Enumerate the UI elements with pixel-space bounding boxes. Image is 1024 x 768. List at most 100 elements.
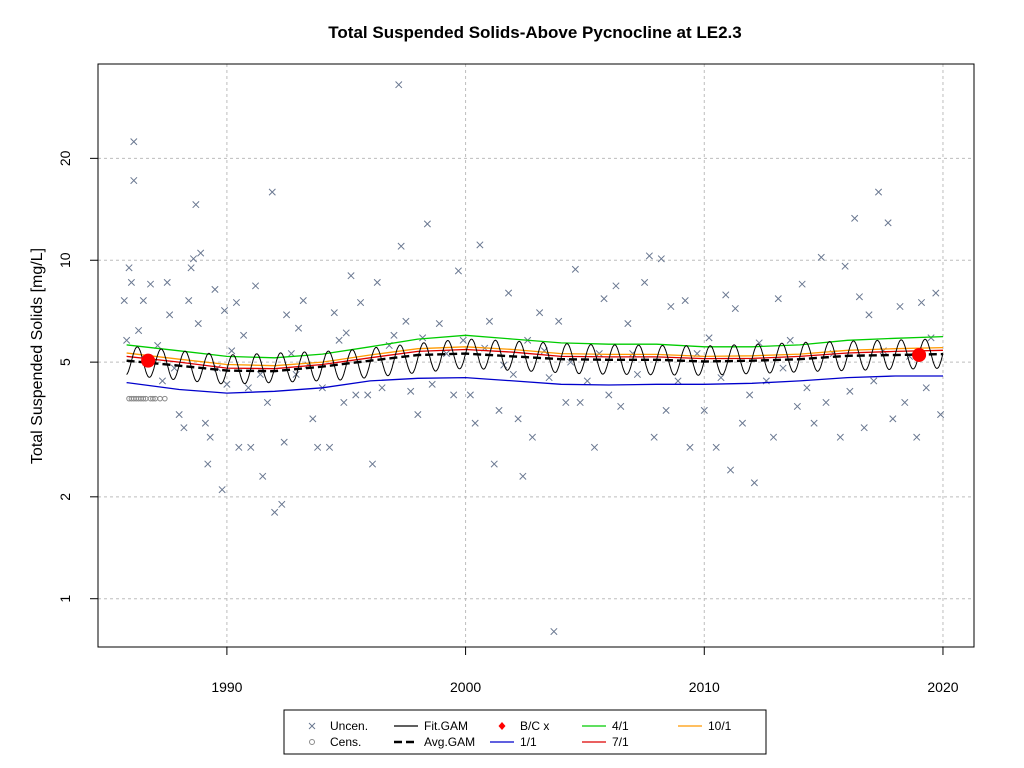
data-point-uncensored	[135, 326, 143, 335]
data-point-uncensored	[395, 81, 403, 89]
data-point-uncensored	[357, 298, 365, 307]
data-point-uncensored	[211, 285, 219, 293]
data-point-uncensored	[836, 433, 844, 441]
data-point-uncensored	[364, 391, 372, 399]
data-point-uncensored	[158, 377, 167, 385]
data-point-uncensored	[860, 424, 868, 432]
data-point-uncensored	[139, 297, 147, 305]
data-point-uncensored	[390, 331, 398, 339]
data-point-uncensored	[280, 438, 288, 446]
data-point-uncensored	[271, 508, 279, 516]
series-line-1-1	[126, 375, 943, 394]
data-point-uncensored	[514, 415, 522, 423]
legend-label: Cens.	[330, 735, 361, 749]
legend: Uncen. Cens. Fit.GAM Avg.GAM B/C x 1/1 4/1 7/1 1…	[283, 709, 767, 755]
data-point-uncensored	[726, 466, 735, 474]
data-point-censored	[140, 395, 147, 402]
legend-label: Avg.GAM	[424, 735, 475, 749]
trend-lines	[126, 334, 944, 394]
data-point-uncensored	[874, 188, 883, 196]
data-point-uncensored	[201, 419, 209, 427]
series-line-avg-gam	[126, 352, 944, 373]
data-point-uncensored	[798, 280, 806, 288]
data-point-uncensored	[865, 311, 873, 319]
data-point-uncensored	[490, 460, 498, 468]
data-point-uncensored	[712, 443, 720, 451]
plot-frame	[97, 63, 975, 648]
data-point-uncensored	[817, 253, 825, 261]
data-point-uncensored	[278, 500, 286, 508]
data-point-uncensored	[641, 278, 649, 286]
data-point-uncensored	[194, 320, 202, 328]
y-tick-label: 20	[57, 150, 73, 166]
data-point-uncensored	[263, 398, 272, 407]
data-point-uncensored	[746, 391, 754, 399]
data-point-uncensored	[166, 311, 174, 319]
data-point-uncensored	[528, 433, 536, 441]
data-point-uncensored	[259, 472, 267, 480]
data-point-uncensored	[550, 627, 558, 636]
data-point-uncensored	[347, 272, 355, 280]
data-point-uncensored	[330, 309, 338, 317]
data-point-censored	[157, 395, 163, 402]
data-point-uncensored	[504, 289, 513, 297]
data-point-uncensored	[240, 331, 248, 339]
data-point-uncensored	[423, 220, 431, 228]
data-point-uncensored	[123, 336, 131, 344]
legend-label: B/C x	[520, 719, 549, 733]
data-point-uncensored	[185, 297, 193, 305]
grid-lines	[98, 64, 974, 647]
data-point-censored	[150, 395, 156, 402]
data-point-uncensored	[189, 255, 198, 263]
data-point-uncensored	[235, 443, 243, 451]
legend-label: 1/1	[520, 735, 537, 749]
data-point-uncensored	[769, 433, 778, 441]
series-line-7-1	[126, 348, 944, 370]
x-tick-label: 2010	[689, 679, 720, 695]
data-point-uncensored	[130, 176, 138, 185]
data-point-uncensored	[251, 282, 260, 290]
data-point-uncensored	[700, 406, 708, 414]
data-point-uncensored	[247, 443, 255, 451]
data-point-uncensored	[495, 406, 503, 414]
data-point-uncensored	[884, 219, 892, 227]
data-point-uncensored	[650, 433, 658, 441]
data-point-uncensored	[645, 252, 653, 260]
data-point-uncensored	[674, 377, 682, 385]
legend-label: 7/1	[612, 735, 629, 749]
data-point-uncensored	[927, 334, 935, 342]
data-point-uncensored	[633, 370, 641, 378]
data-point-uncensored	[717, 374, 725, 382]
data-point-uncensored	[428, 380, 436, 388]
data-point-uncensored	[681, 297, 689, 305]
data-point-uncensored	[657, 255, 665, 263]
data-point-uncensored	[509, 370, 517, 378]
data-point-uncensored	[738, 419, 747, 427]
data-point-uncensored	[519, 472, 527, 480]
data-point-uncensored	[378, 384, 386, 392]
y-axis-label: Total Suspended Solids [mg/L]	[29, 248, 46, 464]
data-point-uncensored	[373, 278, 381, 286]
data-point-uncensored	[932, 289, 940, 297]
legend-key-cens-	[309, 739, 315, 745]
data-point-uncensored	[368, 460, 377, 468]
data-point-uncensored	[855, 293, 863, 301]
data-point-uncensored	[846, 387, 854, 395]
legend-key-b-c-x	[498, 722, 506, 730]
data-point-uncensored	[545, 374, 553, 382]
data-point-uncensored	[583, 377, 591, 385]
data-point-uncensored	[268, 188, 276, 196]
data-point-uncensored	[228, 347, 236, 355]
data-point-uncensored	[206, 433, 214, 441]
data-point-uncensored	[220, 307, 229, 315]
data-point-uncensored	[901, 398, 909, 407]
data-point-uncensored	[662, 406, 670, 414]
x-axis: 1990 2000 2010 2020	[211, 646, 959, 695]
data-point-uncensored	[244, 384, 252, 392]
data-point-uncensored	[841, 262, 849, 270]
data-point-uncensored	[786, 336, 794, 344]
data-point-uncensored	[197, 249, 205, 257]
y-axis: 1 2 5 10 20	[57, 150, 99, 603]
data-point-uncensored	[536, 309, 544, 317]
